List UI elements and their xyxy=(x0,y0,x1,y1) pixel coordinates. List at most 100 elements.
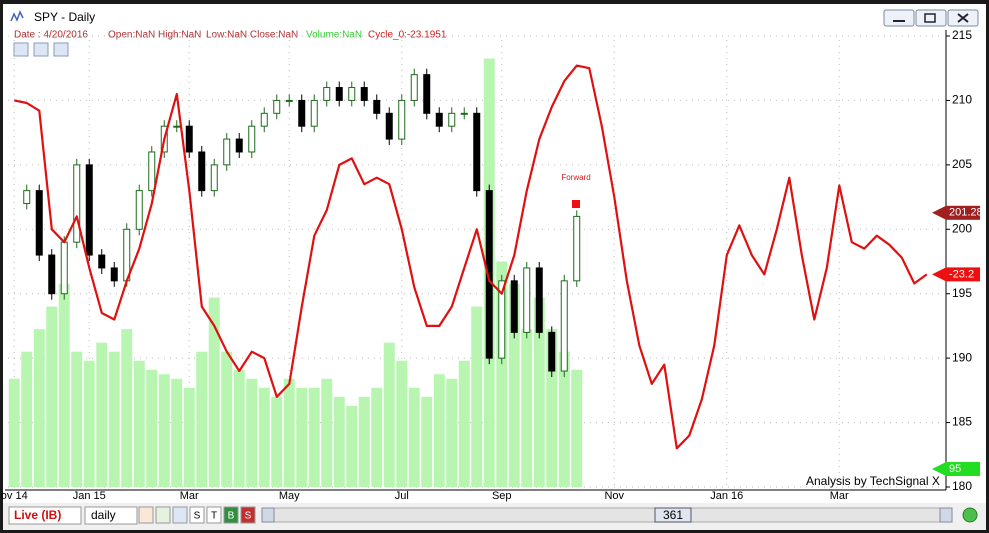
x-tick-label: May xyxy=(279,490,300,502)
volume-bar xyxy=(308,387,320,487)
candle-body xyxy=(235,138,243,153)
volume-tag-arrow xyxy=(932,462,946,476)
candle-body xyxy=(485,190,493,359)
volume-bar xyxy=(96,342,108,487)
toolbar-button[interactable] xyxy=(240,506,256,524)
volume-bar xyxy=(158,374,170,487)
volume-bar xyxy=(371,387,383,487)
candle-body xyxy=(473,112,481,192)
candle-body xyxy=(348,87,356,101)
candle-body xyxy=(548,331,556,372)
interval-select[interactable] xyxy=(84,506,138,525)
zoom-in-button[interactable] xyxy=(155,506,171,524)
volume-bar xyxy=(233,369,245,487)
volume-bar xyxy=(246,378,258,487)
candle-body xyxy=(573,215,581,282)
candle-body xyxy=(385,112,393,140)
volume-bar xyxy=(421,396,433,487)
volume-bar xyxy=(433,374,445,487)
mode-select[interactable] xyxy=(8,506,82,525)
x-tick-label: Nov xyxy=(604,490,624,502)
volume-tag xyxy=(946,462,980,476)
y-tick-label: 200 xyxy=(952,221,972,235)
candle-body xyxy=(260,112,268,127)
restore-button[interactable] xyxy=(915,9,947,27)
candle-body xyxy=(85,164,93,256)
volume-bar xyxy=(321,378,333,487)
volume-bar xyxy=(133,360,145,487)
volume-bar xyxy=(121,329,133,487)
annotation: Forward xyxy=(561,173,590,182)
candle-body xyxy=(460,112,468,115)
volume-bar xyxy=(8,378,20,487)
candle-body xyxy=(523,267,531,333)
volume-bar xyxy=(333,396,345,487)
volume-bar xyxy=(458,360,470,487)
x-tick-label: Mar xyxy=(830,490,849,502)
scroll-thumb[interactable] xyxy=(654,507,692,523)
candle-body xyxy=(298,99,306,127)
zoom-out-button[interactable] xyxy=(138,506,154,524)
volume-bar xyxy=(171,378,183,487)
candle-body xyxy=(448,112,456,127)
candle-body xyxy=(60,241,68,295)
volume-bar xyxy=(33,329,45,487)
candle-body xyxy=(248,125,256,153)
info-volume: Volume:NaN xyxy=(306,30,362,41)
interval-label: daily xyxy=(91,508,116,522)
volume-bar xyxy=(496,261,508,487)
cycle-tag-label: -23.2 xyxy=(949,268,974,280)
toolbar-button-label: S xyxy=(245,511,252,522)
volume-bar xyxy=(271,396,283,487)
scroll-right[interactable] xyxy=(939,507,953,523)
volume-bar xyxy=(221,351,233,487)
info-ohlc: Low:NaN Close:NaN xyxy=(206,30,298,41)
info-ohlc: Open:NaN High:NaN xyxy=(108,30,201,41)
scrollbar-track[interactable] xyxy=(261,507,953,523)
volume-bar xyxy=(533,297,545,487)
volume-bar xyxy=(471,306,483,487)
close-icon xyxy=(957,13,969,23)
indicator-icon[interactable] xyxy=(53,42,69,57)
minimize-button[interactable] xyxy=(883,9,915,27)
app-icon xyxy=(10,10,24,22)
status-light xyxy=(962,507,978,523)
mode-label: Live (IB) xyxy=(14,508,61,522)
volume-bar xyxy=(521,329,533,487)
candle-body xyxy=(73,164,81,243)
volume-bar xyxy=(296,387,308,487)
volume-bar xyxy=(571,369,583,487)
volume-bar xyxy=(108,351,120,487)
volume-bar xyxy=(46,306,58,487)
toolbar-button[interactable] xyxy=(223,506,239,524)
candle-body xyxy=(223,138,231,166)
bar-count: 361 xyxy=(663,508,683,522)
credit: Analysis by TechSignal X xyxy=(806,474,940,488)
window-title: SPY - Daily xyxy=(34,10,95,24)
volume-bar xyxy=(258,387,270,487)
toolbar-button[interactable] xyxy=(189,506,205,524)
indicator-icon[interactable] xyxy=(33,42,49,57)
x-tick-label: Jul xyxy=(395,490,409,502)
candle-body xyxy=(323,87,331,101)
candle-body xyxy=(373,99,381,114)
scroll-left[interactable] xyxy=(261,507,275,523)
y-tick-label: 210 xyxy=(952,93,972,107)
volume-bar xyxy=(83,360,95,487)
last-price-tag-label: 201.28 xyxy=(949,207,983,219)
y-tick-label: 205 xyxy=(952,157,972,171)
indicator-button[interactable] xyxy=(172,506,188,524)
candle-body xyxy=(285,99,293,102)
volume-tag-label: 95 xyxy=(949,463,961,475)
candle-body xyxy=(198,151,206,192)
volume-bar xyxy=(183,387,195,487)
indicator-icon[interactable] xyxy=(13,42,29,57)
candle-body xyxy=(135,190,143,230)
toolbar-button[interactable] xyxy=(206,506,222,524)
forward-marker xyxy=(572,200,580,208)
info-date: Date : 4/20/2016 xyxy=(14,30,88,41)
volume-bar xyxy=(396,360,408,487)
cycle-tag xyxy=(946,267,980,282)
